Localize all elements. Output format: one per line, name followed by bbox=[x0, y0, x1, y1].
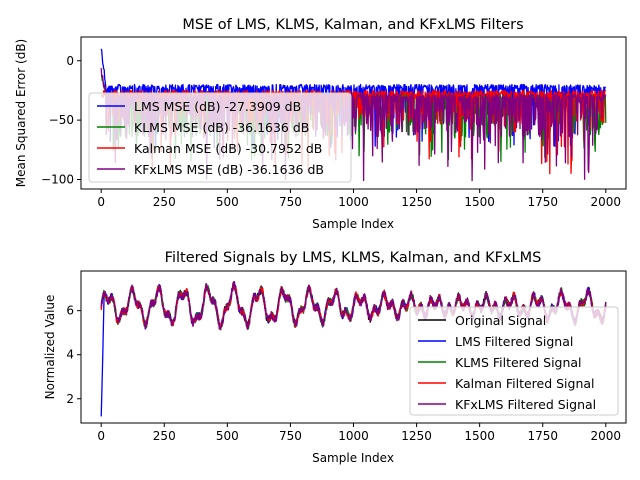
mse-x-tick-label: 500 bbox=[216, 195, 239, 209]
mse-chart-title: MSE of LMS, KLMS, Kalman, and KFxLMS Fil… bbox=[182, 17, 523, 33]
mse-x-axis-label: Sample Index bbox=[312, 217, 394, 231]
mse-y-axis-label: Mean Squared Error (dB) bbox=[14, 39, 28, 187]
signal-x-tick-label: 0 bbox=[97, 429, 105, 443]
mse-x-tick-label: 1250 bbox=[401, 195, 432, 209]
mse-x-ticks: 0 250 500 750 1000 1250 1500 1750 2000 bbox=[97, 189, 621, 209]
mse-x-tick-label: 250 bbox=[153, 195, 176, 209]
signal-legend-label: KFxLMS Filtered Signal bbox=[455, 397, 596, 412]
mse-x-tick-label: 750 bbox=[279, 195, 302, 209]
mse-x-tick-label: 2000 bbox=[591, 195, 622, 209]
signal-x-tick-label: 1250 bbox=[401, 429, 432, 443]
signal-chart-title: Filtered Signals by LMS, KLMS, Kalman, a… bbox=[165, 250, 542, 266]
signal-x-tick-label: 2000 bbox=[591, 429, 622, 443]
signal-x-tick-label: 1750 bbox=[527, 429, 558, 443]
signal-x-tick-label: 750 bbox=[279, 429, 302, 443]
mse-legend-label: LMS MSE (dB) -27.3909 dB bbox=[134, 99, 301, 114]
mse-y-tick-label: 0 bbox=[66, 54, 74, 68]
mse-legend: LMS MSE (dB) -27.3909 dB KLMS MSE (dB) -3… bbox=[88, 92, 352, 183]
signal-legend: Original Signal LMS Filtered Signal KLMS F… bbox=[409, 306, 619, 416]
mse-legend-label: KLMS MSE (dB) -36.1636 dB bbox=[134, 120, 309, 135]
signal-y-axis-label: Normalized Value bbox=[43, 295, 57, 400]
mse-x-tick-label: 1500 bbox=[464, 195, 495, 209]
mse-legend-box bbox=[88, 92, 352, 183]
signal-legend-label: Original Signal bbox=[455, 313, 546, 328]
signal-legend-label: KLMS Filtered Signal bbox=[455, 355, 582, 370]
mse-y-tick-label: −50 bbox=[49, 113, 74, 127]
mse-legend-label: Kalman MSE (dB) -30.7952 dB bbox=[134, 141, 322, 156]
mse-x-tick-label: 1750 bbox=[527, 195, 558, 209]
mse-y-ticks: 0 −50 −100 bbox=[41, 54, 81, 187]
signal-x-tick-label: 1000 bbox=[338, 429, 369, 443]
signal-y-tick-label: 4 bbox=[66, 348, 74, 362]
signal-x-tick-label: 500 bbox=[216, 429, 239, 443]
signal-x-ticks: 0 250 500 750 1000 1250 1500 1750 2000 bbox=[97, 423, 621, 443]
mse-y-tick-label: −100 bbox=[41, 173, 74, 187]
signal-y-ticks: 2 4 6 bbox=[66, 304, 81, 406]
signal-legend-label: Kalman Filtered Signal bbox=[455, 376, 595, 391]
signal-x-tick-label: 1500 bbox=[464, 429, 495, 443]
signal-legend-box bbox=[409, 306, 619, 416]
signal-y-tick-label: 6 bbox=[66, 304, 74, 318]
mse-legend-label: KFxLMS MSE (dB) -36.1636 dB bbox=[134, 162, 324, 177]
signal-chart: Filtered Signals by LMS, KLMS, Kalman, a… bbox=[43, 250, 627, 465]
signal-y-tick-label: 2 bbox=[66, 392, 74, 406]
mse-x-tick-label: 0 bbox=[97, 195, 105, 209]
signal-x-tick-label: 250 bbox=[153, 429, 176, 443]
mse-chart: MSE of LMS, KLMS, Kalman, and KFxLMS Fil… bbox=[14, 17, 627, 231]
signal-legend-label: LMS Filtered Signal bbox=[455, 334, 573, 349]
signal-x-axis-label: Sample Index bbox=[312, 451, 394, 465]
mse-x-tick-label: 1000 bbox=[338, 195, 369, 209]
